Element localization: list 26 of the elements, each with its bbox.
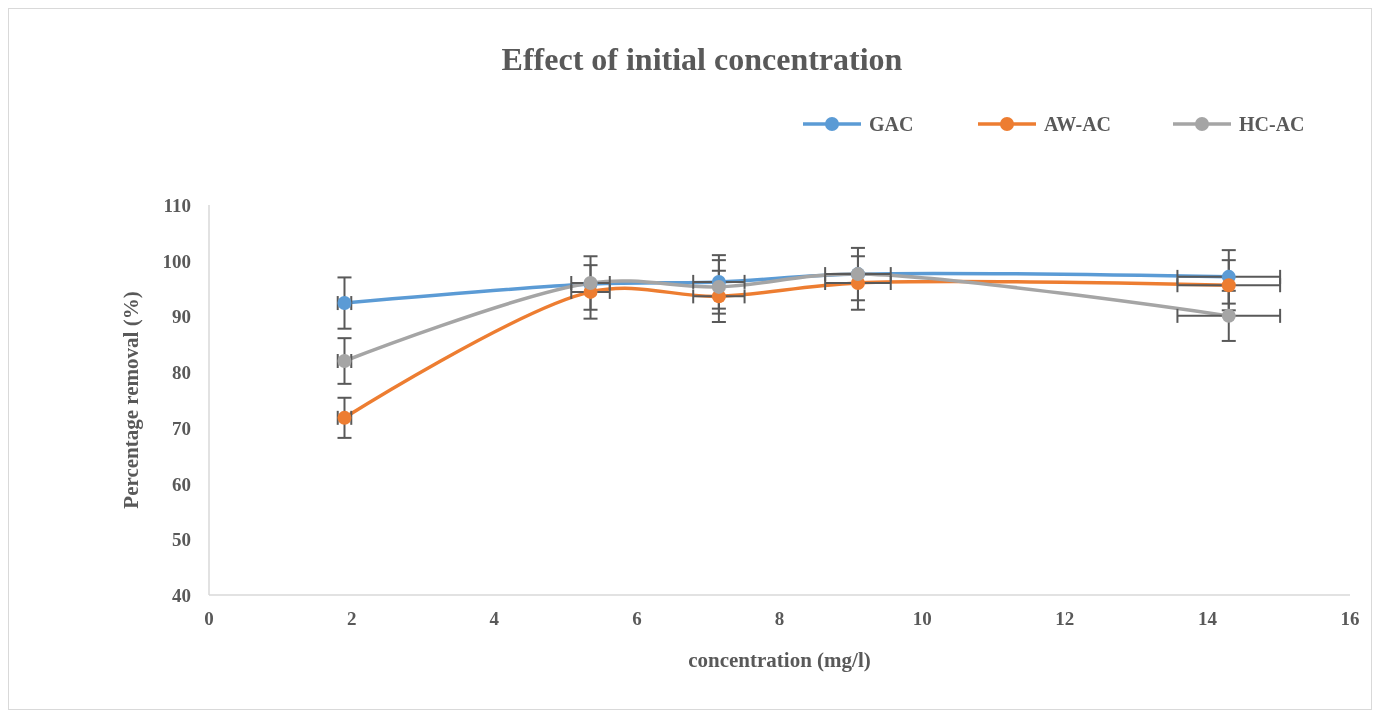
- y-tick-label: 80: [172, 362, 191, 384]
- y-tick-label: 110: [163, 195, 191, 216]
- x-tick-label: 2: [346, 608, 357, 629]
- chart-title: Effect of initial concentration: [501, 41, 903, 77]
- y-tick-label: 90: [172, 306, 191, 328]
- x-tick-label: 14: [1197, 608, 1218, 629]
- x-tick-label: 6: [632, 608, 642, 629]
- y-tick-label: 70: [172, 417, 191, 439]
- y-tick-label: 60: [172, 473, 191, 495]
- y-tick-label: 40: [172, 585, 191, 606]
- x-tick-label: 10: [912, 608, 932, 629]
- point: [1221, 278, 1236, 293]
- point: [711, 279, 726, 294]
- y-axis-title: Percentage removal (%): [119, 291, 143, 509]
- legend-label: AW-AC: [1044, 113, 1112, 135]
- legend-label: GAC: [869, 113, 914, 135]
- x-tick-label: 4: [489, 608, 500, 629]
- x-tick-label: 12: [1055, 608, 1075, 629]
- point: [1221, 308, 1236, 323]
- y-tick-label: 50: [172, 529, 191, 551]
- legend-label: HC-AC: [1239, 113, 1305, 135]
- x-tick-label: 8: [774, 608, 785, 629]
- y-tick-label: 100: [162, 250, 191, 272]
- x-tick-label: 16: [1340, 608, 1360, 629]
- x-tick-label: 0: [204, 608, 214, 629]
- x-axis-title: concentration (mg/l): [688, 648, 871, 672]
